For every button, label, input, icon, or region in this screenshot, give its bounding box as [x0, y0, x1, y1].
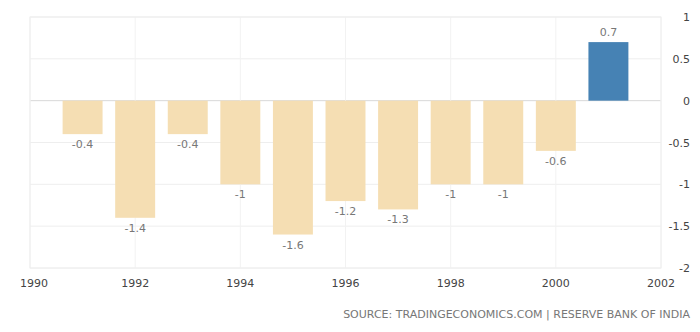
data-label: -1	[498, 188, 509, 201]
data-label: -1.4	[124, 222, 145, 235]
data-label: -1	[445, 188, 456, 201]
y-tick-label: -2	[679, 262, 690, 275]
plot-frame	[30, 17, 661, 268]
bar	[220, 101, 260, 185]
x-tick-label: 1992	[121, 277, 149, 290]
x-tick-label: 1994	[226, 277, 254, 290]
bar	[378, 101, 418, 210]
data-label: -1	[235, 188, 246, 201]
bar	[273, 101, 313, 235]
source: SOURCE: TRADINGECONOMICS.COM | RESERVE B…	[343, 308, 690, 321]
bar	[168, 101, 208, 134]
bar	[115, 101, 155, 218]
bar	[588, 42, 628, 101]
y-tick-label: 1	[683, 11, 690, 24]
x-tick-label: 1998	[437, 277, 465, 290]
data-label: -0.4	[177, 138, 198, 151]
y-tick-label: 0.5	[673, 53, 691, 66]
x-tick-label: 1990	[20, 277, 48, 290]
data-label: 0.7	[600, 26, 618, 39]
data-label: -1.2	[335, 205, 356, 218]
data-label: -0.4	[72, 138, 93, 151]
bar	[483, 101, 523, 185]
y-tick-label: -0.5	[669, 137, 690, 150]
chart: -2 -1.5 -1 -0.5 0 0.5 1 1990 1992 1994 1996 1998 200…	[0, 0, 700, 332]
bar	[536, 101, 576, 151]
bars	[63, 42, 629, 234]
y-tick-label: -1	[679, 178, 690, 191]
data-label: -1.3	[387, 213, 408, 226]
y-tick-label: 0	[683, 95, 690, 108]
x-tick-label: 1996	[332, 277, 360, 290]
data-label: -0.6	[545, 155, 566, 168]
y-tick-label: -1.5	[669, 220, 690, 233]
x-tick-label: 2002	[647, 277, 675, 290]
data-label: -1.6	[282, 239, 303, 252]
bar	[431, 101, 471, 185]
bar	[326, 101, 366, 201]
bar	[63, 101, 103, 134]
x-tick-label: 2000	[542, 277, 570, 290]
grid	[30, 17, 661, 268]
